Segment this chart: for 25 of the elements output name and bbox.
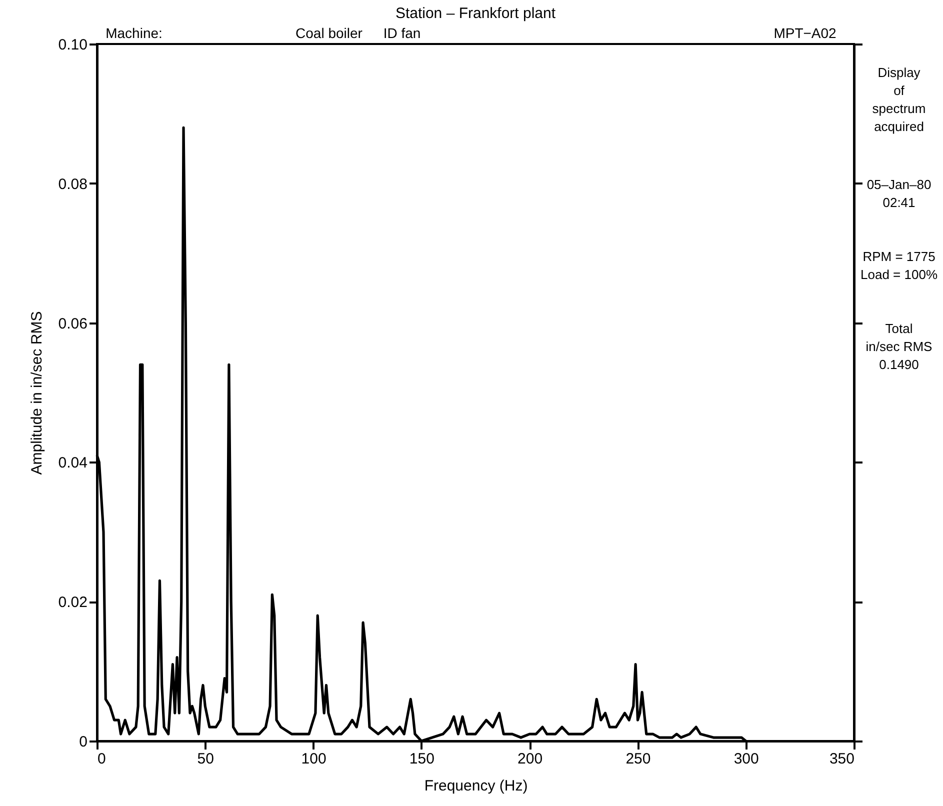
text: Machine:: [106, 25, 162, 41]
text: Display of spectrum acquired: [872, 65, 926, 134]
y-tick-label: 0.08: [58, 176, 88, 193]
x-tick-label: 300: [734, 750, 759, 768]
y-axis-title: Amplitude in in/sec RMS: [28, 311, 46, 475]
y-tick-label: 0.04: [58, 454, 88, 472]
text: Coal boiler: [296, 25, 363, 41]
x-tick-label: 50: [197, 750, 214, 768]
x-tick-label: 350: [829, 750, 854, 768]
text: 05–Jan–80 02:41: [866, 177, 932, 210]
x-tick-label: 100: [301, 750, 326, 768]
text: RPM = 1775 Load = 100%: [860, 249, 938, 282]
y-tick-label: 0: [79, 734, 88, 750]
x-tick-label: 0: [98, 750, 106, 768]
y-tick-label: 0.02: [58, 594, 88, 612]
chart-title: Station – Frankfort plant: [395, 5, 556, 22]
x-tick-label: 150: [409, 750, 434, 768]
x-tick-label: 250: [626, 750, 651, 768]
text: Total in/sec RMS 0.1490: [866, 321, 933, 372]
text: MPT−A02: [774, 25, 837, 41]
y-tick-label: 0.10: [58, 36, 88, 54]
x-axis-title: Frequency (Hz): [424, 778, 528, 794]
x-tick-label: 200: [518, 750, 543, 768]
y-tick-label: 0.06: [58, 315, 88, 332]
text: ID fan: [383, 25, 421, 41]
